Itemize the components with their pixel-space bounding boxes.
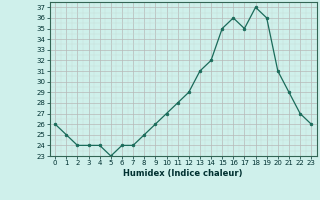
X-axis label: Humidex (Indice chaleur): Humidex (Indice chaleur) — [124, 169, 243, 178]
